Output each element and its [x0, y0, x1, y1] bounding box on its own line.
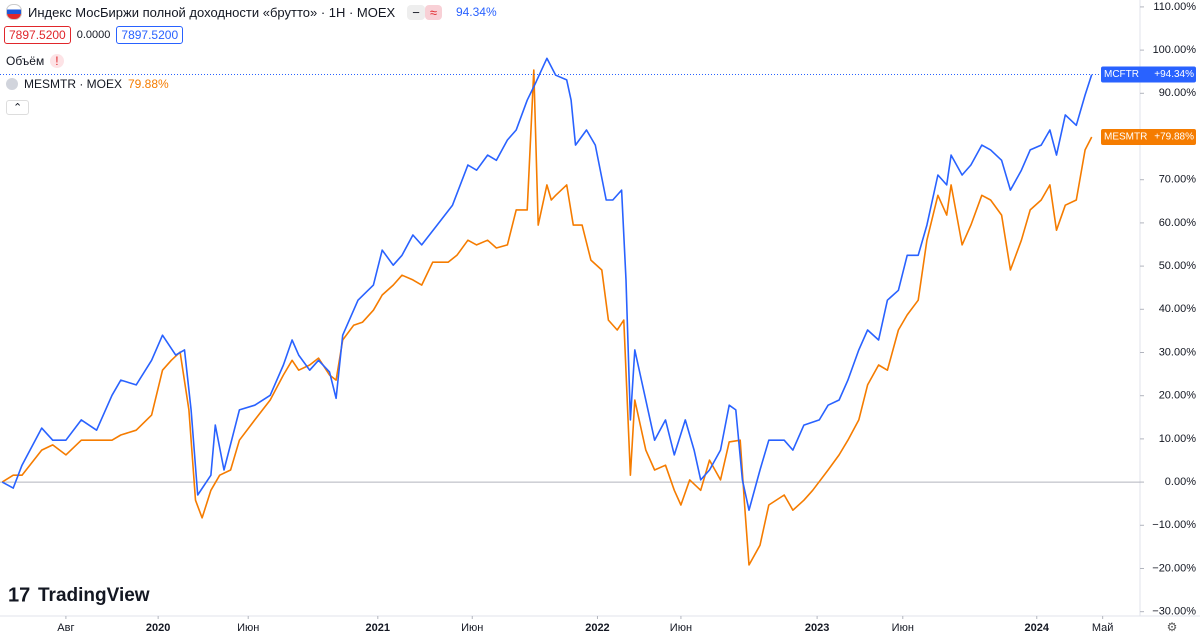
logo-text: TradingView	[38, 585, 150, 606]
x-tick-label: 2021	[366, 622, 390, 634]
end-label-value: +94.34%	[1154, 69, 1194, 80]
collapse-button[interactable]: ⌃	[6, 100, 30, 115]
end-label-bg	[1101, 129, 1196, 146]
x-tick-label: Май	[1092, 622, 1114, 634]
y-tick-label: 60.00%	[1159, 217, 1197, 229]
compare-icon	[6, 78, 18, 90]
volume-label: Объём	[6, 54, 45, 68]
logo-mark: 17	[8, 584, 30, 606]
y-tick-label: 70.00%	[1159, 174, 1197, 186]
compare-symbol: MESMTR · MOEX	[24, 77, 122, 91]
y-tick-label: −10.00%	[1152, 519, 1196, 531]
series-line	[1, 69, 1093, 566]
end-label-value: +79.88%	[1154, 132, 1194, 143]
end-label-name: MESMTR	[1104, 132, 1147, 143]
x-tick-label: 2023	[805, 622, 829, 634]
y-tick-label: 110.00%	[1153, 1, 1196, 13]
settings-icon[interactable]: ⚙	[1167, 620, 1178, 634]
x-tick-label: Июн	[892, 622, 914, 634]
x-tick-label: 2024	[1025, 622, 1050, 634]
close-value: 7897.5200	[116, 26, 184, 44]
x-tick-label: 2022	[585, 622, 609, 634]
logo: 17 TradingView	[8, 584, 150, 606]
y-tick-label: 90.00%	[1159, 87, 1197, 99]
symbol-title: Индекс МосБиржи полной доходности «брутт…	[28, 4, 396, 20]
end-label-bg	[1101, 66, 1196, 83]
x-tick-label: Июн	[670, 622, 692, 634]
y-tick-label: −30.00%	[1152, 606, 1196, 618]
change: 94.34%	[455, 5, 497, 19]
y-tick-label: 0.00%	[1165, 476, 1196, 488]
y-tick-label: 100.00%	[1153, 44, 1197, 56]
y-tick-label: 30.00%	[1159, 346, 1197, 358]
end-label-name: MCFTR	[1104, 69, 1139, 80]
y-tick-label: −20.00%	[1152, 562, 1196, 574]
x-tick-label: Авг	[57, 622, 74, 634]
y-tick-label: 50.00%	[1159, 260, 1197, 272]
compare-change: 79.88%	[128, 77, 169, 91]
y-tick-label: 20.00%	[1159, 390, 1197, 402]
x-tick-label: Июн	[237, 622, 259, 634]
flag	[6, 4, 22, 20]
open-value: 7897.5200	[4, 26, 71, 44]
series-line	[1, 57, 1093, 511]
diff-value: 0.0000	[76, 29, 111, 41]
toggle[interactable]: −	[407, 4, 425, 20]
x-tick-label: 2020	[146, 622, 170, 634]
x-tick-label: Июн	[461, 622, 483, 634]
y-tick-label: 40.00%	[1159, 303, 1197, 315]
warning[interactable]: !	[50, 54, 64, 68]
y-tick-label: 10.00%	[1159, 433, 1197, 445]
toggle[interactable]: ≈	[424, 4, 442, 20]
